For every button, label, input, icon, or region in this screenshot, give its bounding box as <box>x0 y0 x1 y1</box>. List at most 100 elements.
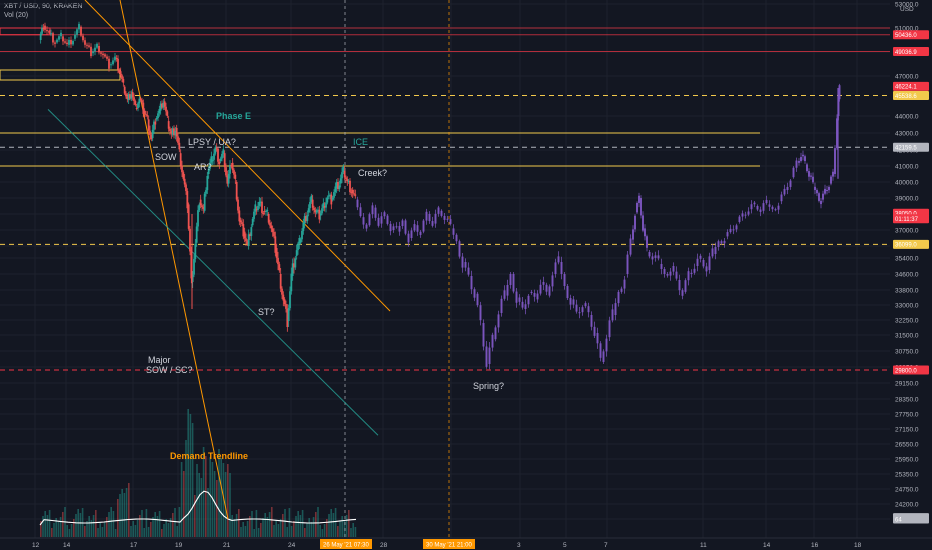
projection-bar[interactable] <box>828 186 830 191</box>
projection-bar[interactable] <box>800 157 802 162</box>
candle-body[interactable] <box>306 215 309 221</box>
projection-bar[interactable] <box>563 274 566 286</box>
candle-body[interactable] <box>198 204 201 211</box>
projection-bar[interactable] <box>473 289 476 298</box>
projection-bar[interactable] <box>605 338 608 352</box>
projection-bar[interactable] <box>395 226 398 228</box>
candle-body[interactable] <box>230 164 233 167</box>
projection-bar[interactable] <box>693 268 696 273</box>
projection-bar[interactable] <box>461 256 464 268</box>
candle-body[interactable] <box>235 182 238 200</box>
projection-bar[interactable] <box>458 241 461 257</box>
candle-body[interactable] <box>345 177 347 180</box>
candle-body[interactable] <box>143 110 146 115</box>
projection-bar[interactable] <box>750 204 753 210</box>
projection-bar[interactable] <box>675 271 678 279</box>
projection-bar[interactable] <box>467 267 470 275</box>
candle-body[interactable] <box>182 172 185 179</box>
candle-body[interactable] <box>158 109 161 114</box>
projection-bar[interactable] <box>416 225 419 232</box>
candle-body[interactable] <box>237 199 239 211</box>
projection-bar[interactable] <box>554 262 557 274</box>
candle-body[interactable] <box>190 251 193 279</box>
price-tag[interactable] <box>893 30 929 40</box>
candle-body[interactable] <box>100 52 102 54</box>
projection-bar[interactable] <box>726 232 729 237</box>
projection-bar[interactable] <box>359 207 362 217</box>
projection-bar[interactable] <box>756 206 759 210</box>
candle-body[interactable] <box>346 179 349 182</box>
candle-body[interactable] <box>225 167 227 176</box>
candle-body[interactable] <box>319 213 322 216</box>
candle-body[interactable] <box>64 41 66 43</box>
candle-body[interactable] <box>271 228 274 232</box>
candle-body[interactable] <box>267 214 270 223</box>
candle-body[interactable] <box>285 304 287 309</box>
projection-bar[interactable] <box>738 216 741 222</box>
projection-bar[interactable] <box>638 195 640 203</box>
projection-bar[interactable] <box>830 176 832 184</box>
candle-body[interactable] <box>311 199 314 208</box>
candle-body[interactable] <box>207 168 210 174</box>
projection-bar[interactable] <box>536 293 539 300</box>
projection-bar[interactable] <box>383 212 386 217</box>
time-highlight[interactable] <box>320 539 372 549</box>
candle-body[interactable] <box>162 102 165 108</box>
projection-bar[interactable] <box>747 211 750 215</box>
projection-bar[interactable] <box>838 85 841 100</box>
projection-bar[interactable] <box>578 312 581 314</box>
candle-body[interactable] <box>251 218 254 226</box>
candle-body[interactable] <box>307 208 310 213</box>
candle-body[interactable] <box>349 180 351 193</box>
candle-body[interactable] <box>277 257 279 265</box>
candle-body[interactable] <box>313 207 315 211</box>
projection-bar[interactable] <box>753 202 756 205</box>
candle-body[interactable] <box>309 201 311 209</box>
projection-bar[interactable] <box>816 190 818 194</box>
candle-body[interactable] <box>331 197 334 200</box>
projection-bar[interactable] <box>810 175 812 177</box>
candle-body[interactable] <box>58 36 60 40</box>
candle-body[interactable] <box>219 158 222 162</box>
projection-bar[interactable] <box>515 291 518 303</box>
candle-body[interactable] <box>94 47 96 52</box>
candle-body[interactable] <box>96 43 98 48</box>
candle-body[interactable] <box>66 42 68 45</box>
projection-bar[interactable] <box>648 252 651 257</box>
projection-bar[interactable] <box>392 226 395 230</box>
candle-body[interactable] <box>54 42 56 44</box>
candle-body[interactable] <box>215 148 218 150</box>
candle-body[interactable] <box>167 121 170 129</box>
range-box[interactable] <box>0 69 121 81</box>
candle-body[interactable] <box>257 205 259 210</box>
projection-bar[interactable] <box>798 161 800 163</box>
candle-body[interactable] <box>166 111 169 116</box>
candle-body[interactable] <box>283 299 286 304</box>
candle-body[interactable] <box>275 248 278 258</box>
projection-bar[interactable] <box>446 218 449 220</box>
candle-body[interactable] <box>74 34 76 39</box>
projection-bar[interactable] <box>401 220 404 226</box>
projection-bar[interactable] <box>470 276 473 290</box>
candle-body[interactable] <box>102 53 104 56</box>
candle-body[interactable] <box>293 263 295 268</box>
projection-bar[interactable] <box>834 148 836 174</box>
projection-bar[interactable] <box>356 199 359 208</box>
candle-body[interactable] <box>302 222 305 231</box>
projection-bar[interactable] <box>497 314 500 328</box>
projection-bar[interactable] <box>608 320 611 338</box>
projection-bar[interactable] <box>808 171 810 177</box>
projection-bar[interactable] <box>681 290 684 296</box>
candle-body[interactable] <box>318 209 321 220</box>
candle-body[interactable] <box>266 210 269 212</box>
candle-body[interactable] <box>287 308 290 321</box>
candle-body[interactable] <box>279 274 282 289</box>
candle-body[interactable] <box>206 175 209 191</box>
projection-bar[interactable] <box>672 266 675 272</box>
candle-body[interactable] <box>88 45 90 47</box>
projection-bar[interactable] <box>506 285 509 296</box>
candle-body[interactable] <box>134 101 137 105</box>
candle-body[interactable] <box>193 258 195 275</box>
projection-bar[interactable] <box>708 256 711 270</box>
candle-body[interactable] <box>246 241 249 245</box>
